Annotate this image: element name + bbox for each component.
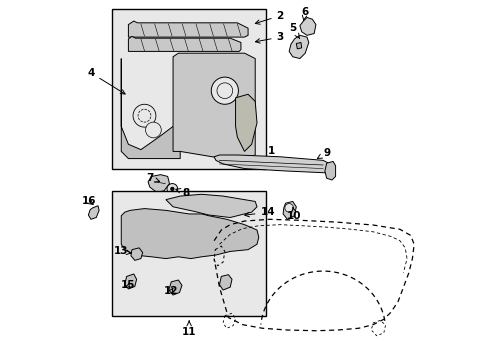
Polygon shape bbox=[324, 161, 335, 180]
Text: 3: 3 bbox=[255, 32, 283, 43]
Circle shape bbox=[211, 77, 238, 104]
Polygon shape bbox=[128, 36, 241, 51]
Polygon shape bbox=[148, 175, 169, 193]
Polygon shape bbox=[88, 206, 99, 219]
Text: 12: 12 bbox=[163, 286, 178, 296]
Circle shape bbox=[138, 109, 151, 122]
Polygon shape bbox=[131, 248, 142, 260]
Text: 7: 7 bbox=[146, 173, 159, 183]
Circle shape bbox=[166, 184, 177, 194]
Circle shape bbox=[217, 83, 232, 99]
Polygon shape bbox=[296, 42, 301, 49]
Circle shape bbox=[133, 104, 156, 127]
Polygon shape bbox=[219, 275, 231, 290]
Polygon shape bbox=[173, 53, 255, 158]
Text: 16: 16 bbox=[81, 197, 96, 206]
Text: 4: 4 bbox=[87, 68, 125, 94]
Text: 2: 2 bbox=[255, 11, 283, 24]
Polygon shape bbox=[168, 280, 182, 295]
Polygon shape bbox=[124, 274, 136, 289]
Text: 15: 15 bbox=[121, 280, 135, 291]
Text: 5: 5 bbox=[288, 23, 299, 39]
Polygon shape bbox=[235, 94, 257, 152]
Text: 1: 1 bbox=[267, 147, 274, 157]
Bar bbox=[112, 191, 265, 316]
Text: 8: 8 bbox=[176, 188, 189, 198]
Polygon shape bbox=[299, 18, 315, 35]
Circle shape bbox=[145, 122, 161, 138]
Polygon shape bbox=[288, 35, 308, 59]
Circle shape bbox=[285, 203, 293, 212]
Polygon shape bbox=[128, 21, 247, 37]
Polygon shape bbox=[165, 194, 257, 217]
Circle shape bbox=[170, 187, 174, 191]
Bar bbox=[112, 9, 265, 169]
Text: 13: 13 bbox=[114, 247, 131, 256]
Text: 14: 14 bbox=[244, 207, 274, 217]
Text: 6: 6 bbox=[301, 7, 308, 20]
Text: 10: 10 bbox=[286, 208, 301, 221]
Polygon shape bbox=[214, 155, 331, 173]
Polygon shape bbox=[121, 208, 258, 258]
Text: 11: 11 bbox=[182, 321, 196, 337]
Text: 9: 9 bbox=[317, 148, 329, 158]
Polygon shape bbox=[121, 59, 180, 158]
Polygon shape bbox=[283, 202, 296, 219]
